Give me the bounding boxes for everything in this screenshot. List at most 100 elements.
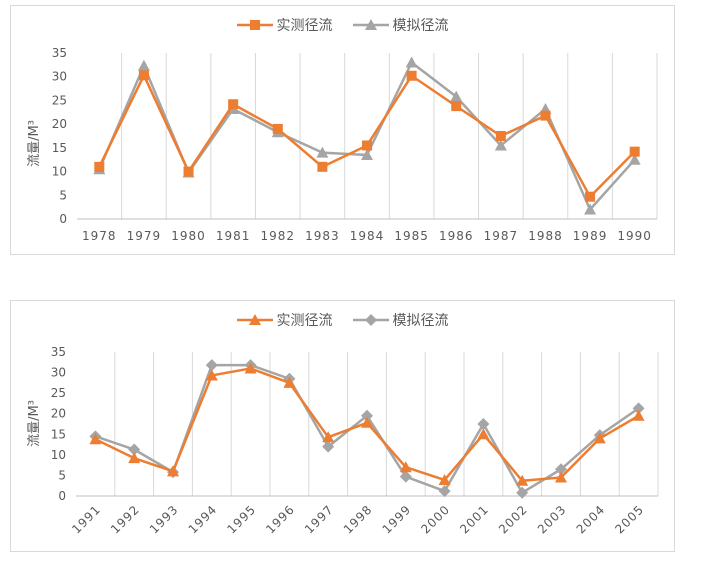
x-tick-label: 1982	[260, 229, 295, 243]
data-point-simulated	[555, 463, 567, 476]
x-tick-label: 2005	[612, 502, 646, 536]
data-point-simulated	[438, 485, 451, 498]
data-point-simulated	[128, 443, 141, 456]
data-point-simulated	[361, 409, 373, 422]
chart-panel-1978-1990: 实测径流 模拟径流 流量/M³ 0 5 10 15 20 25 30 35 1978 1979 19…	[10, 5, 675, 255]
data-point-measured	[593, 432, 606, 444]
legend-item-measured: 实测径流	[236, 310, 333, 330]
data-point-measured	[205, 369, 218, 381]
x-tick-label: 1980	[171, 229, 206, 243]
y-tick-label: 10	[52, 165, 67, 179]
x-tick-label: 1999	[380, 502, 414, 536]
x-tick-label: 1987	[484, 229, 519, 243]
y-tick-label: 30	[51, 366, 66, 380]
data-point-simulated	[205, 359, 218, 372]
data-point-measured	[283, 376, 296, 388]
x-tick-label: 2002	[496, 502, 530, 536]
y-tick-label: 30	[52, 70, 67, 84]
x-tick-label: 1981	[216, 229, 251, 243]
data-point-measured	[362, 140, 372, 151]
data-point-measured	[128, 452, 141, 464]
x-tick-label: 1979	[127, 229, 162, 243]
legend-swatch-simulated	[352, 314, 389, 326]
data-point-simulated	[316, 146, 329, 158]
y-tick-label: 35	[51, 345, 66, 359]
x-tick-label: 1992	[108, 502, 142, 536]
x-tick-label: 1978	[82, 229, 117, 243]
x-tick-label: 2003	[535, 502, 569, 536]
data-point-measured	[138, 70, 149, 81]
y-tick-label: 35	[52, 46, 67, 60]
legend-label-measured: 实测径流	[276, 313, 333, 329]
data-point-measured	[244, 362, 257, 374]
data-point-measured	[167, 465, 179, 477]
series-line-simulated	[98, 61, 636, 211]
data-point-measured	[477, 428, 490, 440]
data-point-simulated	[399, 470, 412, 483]
x-tick-label: 1985	[394, 229, 429, 243]
series-line-measured	[98, 74, 636, 198]
chart-panel-1991-2005: 实测径流 模拟径流 流量/M³ 0 5 10 15 20 25 30 35 1991 1992 19…	[10, 300, 675, 552]
data-point-measured	[555, 471, 567, 483]
x-tick-label: 1994	[186, 502, 220, 536]
data-point-measured	[89, 433, 102, 445]
x-tick-label: 1991	[69, 502, 103, 536]
y-tick-label: 15	[52, 141, 67, 155]
data-point-measured	[272, 123, 283, 134]
x-tick-label: 1983	[305, 229, 340, 243]
data-point-simulated	[632, 402, 645, 415]
y-tick-label: 10	[51, 448, 66, 462]
data-point-simulated	[516, 486, 529, 499]
data-point-measured	[516, 474, 529, 486]
x-tick-label: 1990	[617, 229, 652, 243]
data-point-measured	[406, 70, 417, 81]
data-point-measured	[399, 461, 412, 473]
data-point-simulated	[137, 59, 150, 71]
y-tick-label: 5	[59, 188, 67, 202]
x-tick-label: 1997	[302, 502, 336, 536]
legend-label-measured: 实测径流	[276, 18, 333, 34]
x-tick-label: 1989	[573, 229, 608, 243]
data-point-simulated	[477, 418, 490, 430]
x-tick-label: 1984	[350, 229, 385, 243]
y-tick-label: 20	[51, 407, 66, 421]
y-tick-label: 0	[58, 489, 66, 503]
legend-item-simulated: 模拟径流	[352, 310, 449, 330]
legend-swatch-simulated	[352, 19, 389, 30]
y-tick-label: 15	[51, 427, 66, 441]
data-point-measured	[183, 166, 194, 177]
data-point-measured	[540, 110, 551, 121]
legend: 实测径流 模拟径流	[11, 14, 674, 36]
plot-area: 0 5 10 15 20 25 30 35 1978 1979 1980 1981 1982 1983 19…	[52, 46, 658, 243]
data-point-measured	[451, 101, 462, 112]
data-point-measured	[632, 409, 645, 421]
data-point-simulated	[494, 139, 507, 151]
data-point-measured	[585, 191, 596, 202]
data-point-simulated	[628, 153, 641, 165]
data-point-simulated	[361, 148, 373, 160]
x-tick-label: 1988	[528, 229, 563, 243]
legend-item-simulated: 模拟径流	[352, 15, 449, 35]
data-point-measured	[228, 99, 239, 110]
data-point-measured	[629, 146, 640, 157]
legend-label-simulated: 模拟径流	[392, 18, 449, 34]
data-point-measured	[495, 131, 506, 141]
x-tick-label: 2000	[418, 502, 452, 536]
y-tick-label: 5	[58, 468, 66, 482]
data-point-measured	[322, 431, 335, 443]
data-point-simulated	[405, 56, 418, 68]
x-tick-label: 1993	[147, 502, 181, 536]
y-tick-label: 25	[51, 386, 66, 400]
x-tick-label: 2001	[457, 502, 491, 536]
data-point-measured	[438, 473, 451, 485]
x-tick-label: 1998	[341, 502, 375, 536]
x-tick-label: 1986	[439, 229, 474, 243]
y-tick-label: 0	[59, 212, 67, 226]
data-point-simulated	[450, 90, 463, 102]
legend: 实测径流 模拟径流	[11, 309, 674, 331]
legend-item-measured: 实测径流	[236, 15, 333, 35]
data-point-measured	[361, 416, 373, 428]
data-point-measured	[317, 161, 328, 172]
legend-swatch-measured	[236, 20, 273, 30]
